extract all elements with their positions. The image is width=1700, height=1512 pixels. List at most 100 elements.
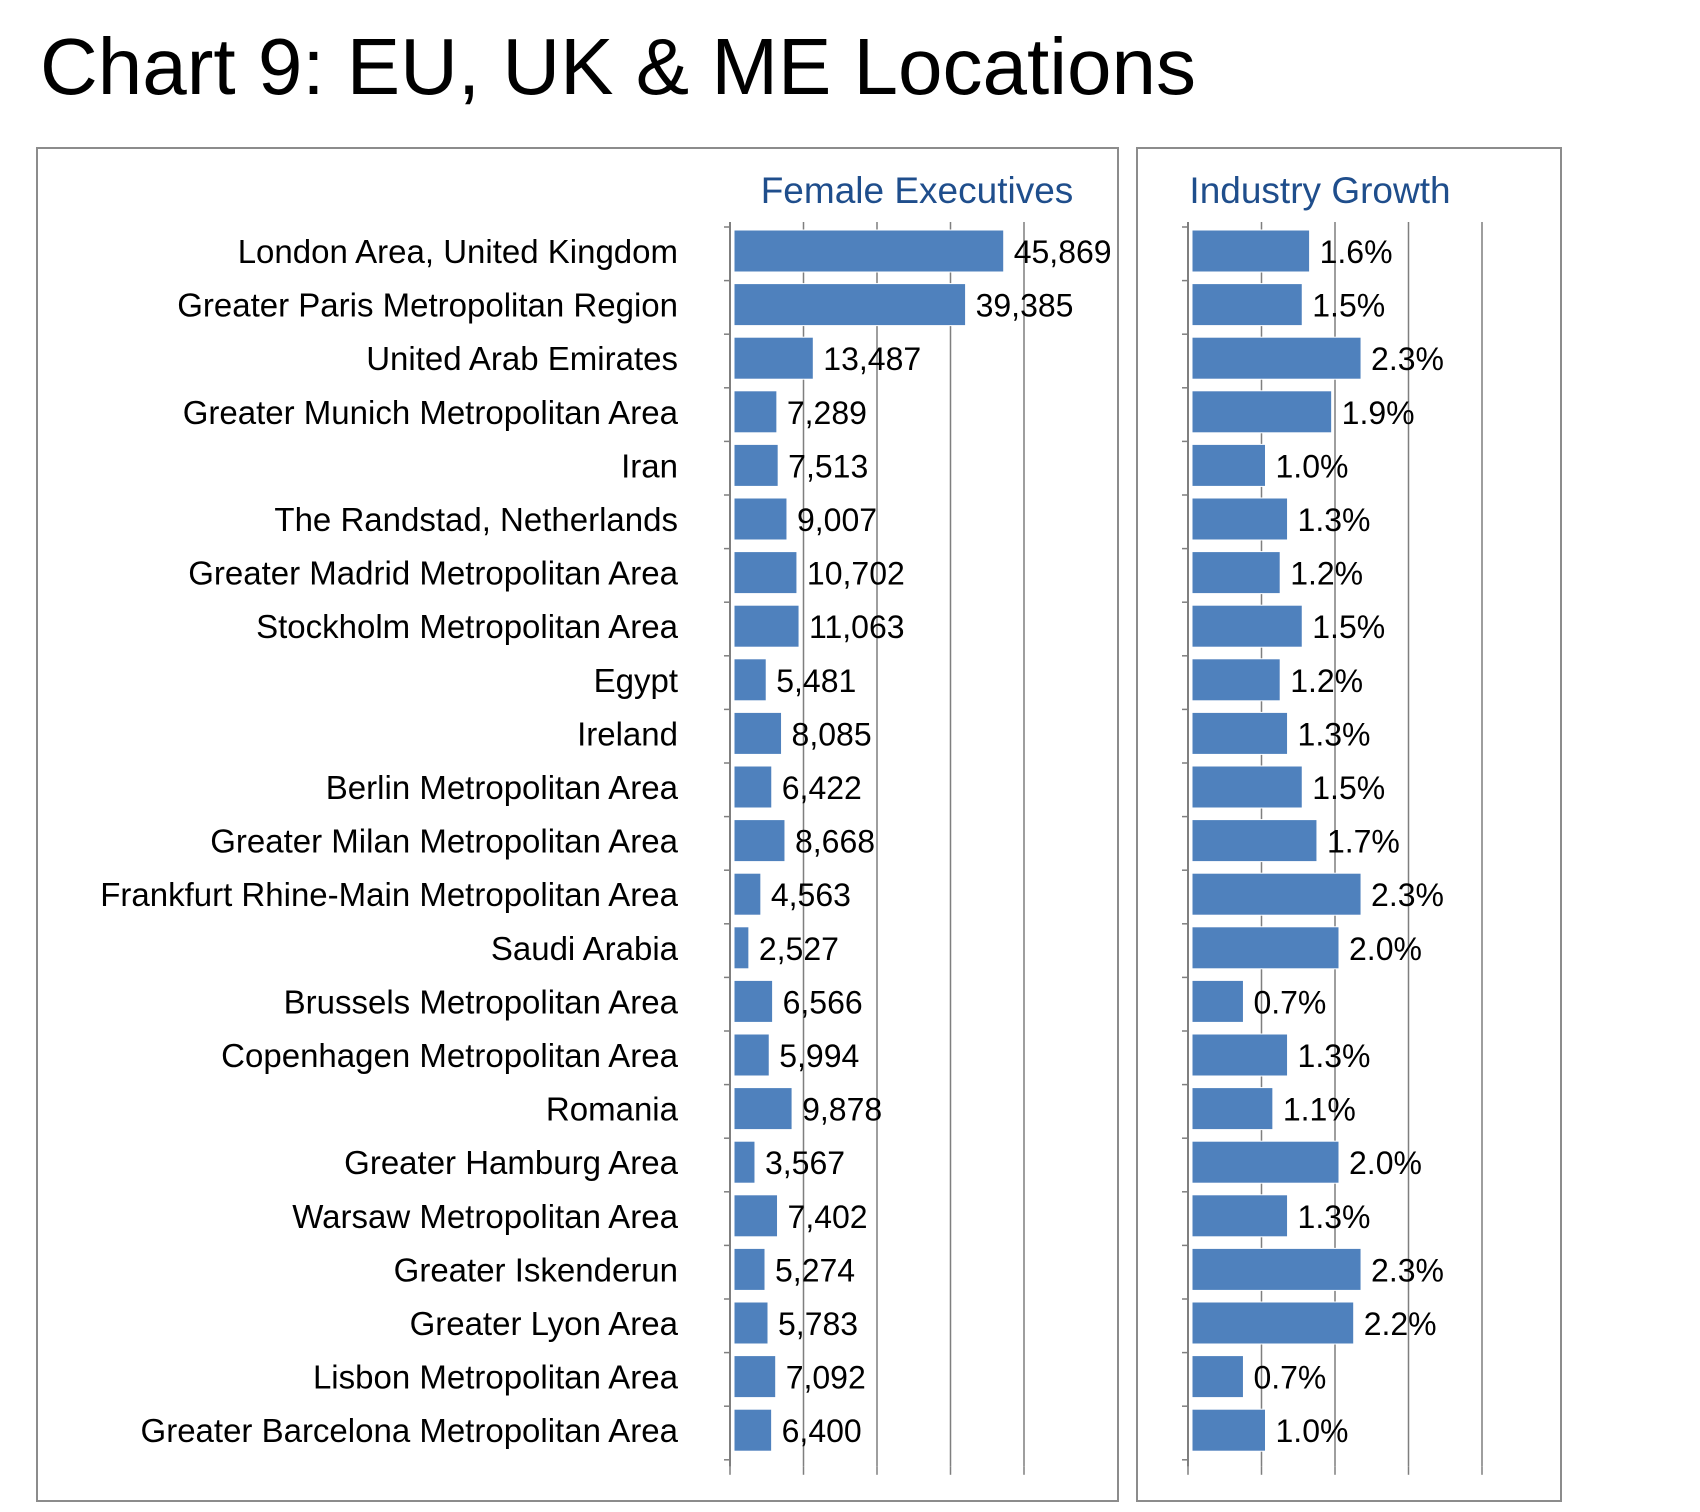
category-label: Warsaw Metropolitan Area — [292, 1198, 678, 1235]
female-executives-value-label: 5,481 — [776, 663, 856, 699]
chart-title: Chart 9: EU, UK & ME Locations — [40, 22, 1197, 111]
category-label: Ireland — [577, 715, 678, 752]
female-executives-bar — [733, 283, 967, 327]
female-executives-value-label: 13,487 — [823, 341, 921, 377]
female-executives-value-label: 6,422 — [782, 770, 862, 806]
industry-growth-bar — [1191, 658, 1281, 702]
industry-growth-bar — [1191, 1247, 1362, 1291]
industry-growth-value-label: 2.0% — [1349, 1145, 1422, 1181]
industry-growth-value-label: 1.3% — [1298, 1038, 1371, 1074]
industry-growth-bar — [1191, 1301, 1355, 1345]
female-executives-bar — [733, 1140, 756, 1184]
category-label: Lisbon Metropolitan Area — [313, 1359, 679, 1396]
industry-growth-value-label: 1.3% — [1298, 502, 1371, 538]
female-executives-value-label: 7,513 — [788, 448, 868, 484]
industry-growth-header: Industry Growth — [1189, 170, 1450, 211]
industry-growth-value-label: 1.5% — [1312, 609, 1385, 645]
female-executives-bar — [733, 497, 788, 541]
industry-growth-bar — [1191, 926, 1340, 970]
industry-growth-value-label: 1.5% — [1312, 288, 1385, 324]
category-label: Greater Paris Metropolitan Region — [177, 287, 678, 324]
industry-growth-value-label: 1.6% — [1320, 234, 1393, 270]
female-executives-bar — [733, 658, 767, 702]
industry-growth-bar — [1191, 1408, 1266, 1452]
industry-growth-value-label: 1.1% — [1283, 1092, 1356, 1128]
female-executives-value-label: 7,092 — [786, 1360, 866, 1396]
female-executives-bar — [733, 336, 814, 380]
category-label: Stockholm Metropolitan Area — [256, 608, 679, 645]
female-executives-value-label: 9,878 — [802, 1092, 882, 1128]
category-label: Iran — [621, 447, 678, 484]
industry-growth-value-label: 1.3% — [1298, 1199, 1371, 1235]
female-executives-value-label: 6,566 — [783, 984, 863, 1020]
industry-growth-bar — [1191, 1355, 1244, 1399]
female-executives-value-label: 10,702 — [807, 556, 905, 592]
industry-growth-bar — [1191, 551, 1281, 595]
category-label: Egypt — [594, 662, 678, 699]
female-executives-value-label: 2,527 — [759, 931, 839, 967]
female-executives-bar — [733, 229, 1005, 273]
category-label: Greater Madrid Metropolitan Area — [188, 555, 678, 592]
industry-growth-value-label: 1.7% — [1327, 824, 1400, 860]
female-executives-bar — [733, 551, 798, 595]
category-label: United Arab Emirates — [366, 340, 678, 377]
category-label: Greater Milan Metropolitan Area — [210, 823, 678, 860]
category-label: Greater Iskenderun — [394, 1251, 678, 1288]
female-executives-bar — [733, 1355, 777, 1399]
industry-growth-value-label: 2.2% — [1364, 1306, 1437, 1342]
industry-growth-bar — [1191, 765, 1303, 809]
industry-growth-bar — [1191, 283, 1303, 327]
industry-growth-bar — [1191, 1194, 1289, 1238]
female-executives-header: Female Executives — [761, 170, 1074, 211]
industry-growth-value-label: 1.0% — [1276, 1413, 1349, 1449]
category-label: Greater Lyon Area — [410, 1305, 679, 1342]
female-executives-value-label: 45,869 — [1014, 234, 1112, 270]
industry-growth-bar — [1191, 1087, 1274, 1131]
industry-growth-bar — [1191, 336, 1362, 380]
female-executives-bar — [733, 604, 800, 648]
industry-growth-value-label: 0.7% — [1253, 1360, 1326, 1396]
industry-growth-value-label: 2.0% — [1349, 931, 1422, 967]
industry-growth-value-label: 1.2% — [1290, 556, 1363, 592]
category-label: London Area, United Kingdom — [238, 233, 678, 270]
industry-growth-value-label: 1.2% — [1290, 663, 1363, 699]
industry-growth-bar — [1191, 1140, 1340, 1184]
category-label: Berlin Metropolitan Area — [326, 769, 679, 806]
category-label: Copenhagen Metropolitan Area — [221, 1037, 678, 1074]
industry-growth-bar — [1191, 229, 1311, 273]
female-executives-bar — [733, 1194, 779, 1238]
female-executives-bar — [733, 872, 762, 916]
industry-growth-bar — [1191, 1033, 1289, 1077]
industry-growth-value-label: 1.5% — [1312, 770, 1385, 806]
female-executives-value-label: 11,063 — [809, 609, 905, 645]
industry-growth-bar — [1191, 711, 1289, 755]
industry-growth-value-label: 1.3% — [1298, 716, 1371, 752]
female-executives-bar — [733, 765, 773, 809]
female-executives-value-label: 7,402 — [788, 1199, 868, 1235]
female-executives-value-label: 39,385 — [976, 288, 1074, 324]
female-executives-value-label: 3,567 — [765, 1145, 845, 1181]
industry-growth-value-label: 2.3% — [1371, 341, 1444, 377]
female-executives-bar — [733, 819, 786, 863]
category-label: Greater Munich Metropolitan Area — [183, 394, 679, 431]
category-label: The Randstad, Netherlands — [274, 501, 678, 538]
female-executives-bar — [733, 443, 779, 487]
female-executives-value-label: 5,274 — [775, 1252, 855, 1288]
female-executives-value-label: 9,007 — [797, 502, 877, 538]
industry-growth-bar — [1191, 872, 1362, 916]
female-executives-bar — [733, 979, 774, 1023]
industry-growth-bar — [1191, 604, 1303, 648]
female-executives-bar — [733, 390, 778, 434]
female-executives-value-label: 8,668 — [795, 824, 875, 860]
industry-growth-bar — [1191, 979, 1244, 1023]
female-executives-value-label: 5,783 — [778, 1306, 858, 1342]
category-label: Greater Barcelona Metropolitan Area — [141, 1412, 679, 1449]
female-executives-panel — [36, 147, 1119, 1502]
female-executives-value-label: 8,085 — [792, 716, 872, 752]
industry-growth-bar — [1191, 497, 1289, 541]
category-label: Romania — [546, 1091, 679, 1128]
industry-growth-value-label: 2.3% — [1371, 877, 1444, 913]
category-label: Saudi Arabia — [491, 930, 679, 967]
female-executives-value-label: 5,994 — [779, 1038, 859, 1074]
